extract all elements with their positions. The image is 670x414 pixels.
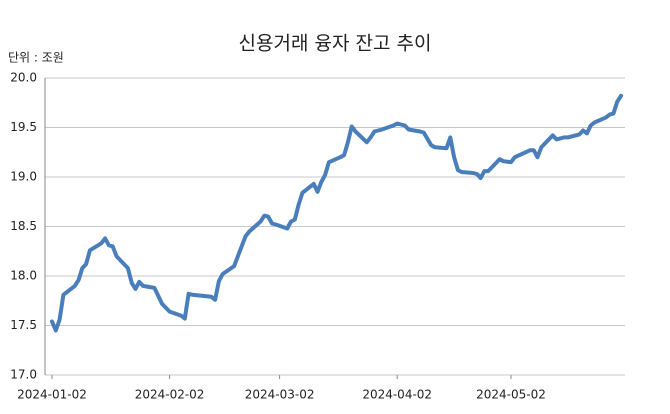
y-tick-label: 18.0 (10, 269, 37, 283)
y-tick-label: 19.0 (10, 170, 37, 184)
x-tick-label: 2024-02-02 (135, 388, 205, 402)
y-tick-label: 18.5 (10, 219, 37, 233)
x-tick-label: 2024-03-02 (245, 388, 315, 402)
y-tick-label: 19.5 (10, 120, 37, 134)
line-series (50, 93, 623, 333)
chart-title: 신용거래 융자 잔고 추이 (239, 33, 432, 55)
x-tick-label: 2024-04-02 (362, 388, 432, 402)
x-tick-label: 2024-01-02 (17, 388, 87, 402)
x-tick-label: 2024-05-02 (476, 388, 546, 402)
unit-label: 단위 : 조원 (8, 51, 64, 65)
y-tick-label: 20.0 (10, 71, 37, 85)
y-tick-label: 17.0 (10, 368, 37, 382)
y-tick-label: 17.5 (10, 318, 37, 332)
